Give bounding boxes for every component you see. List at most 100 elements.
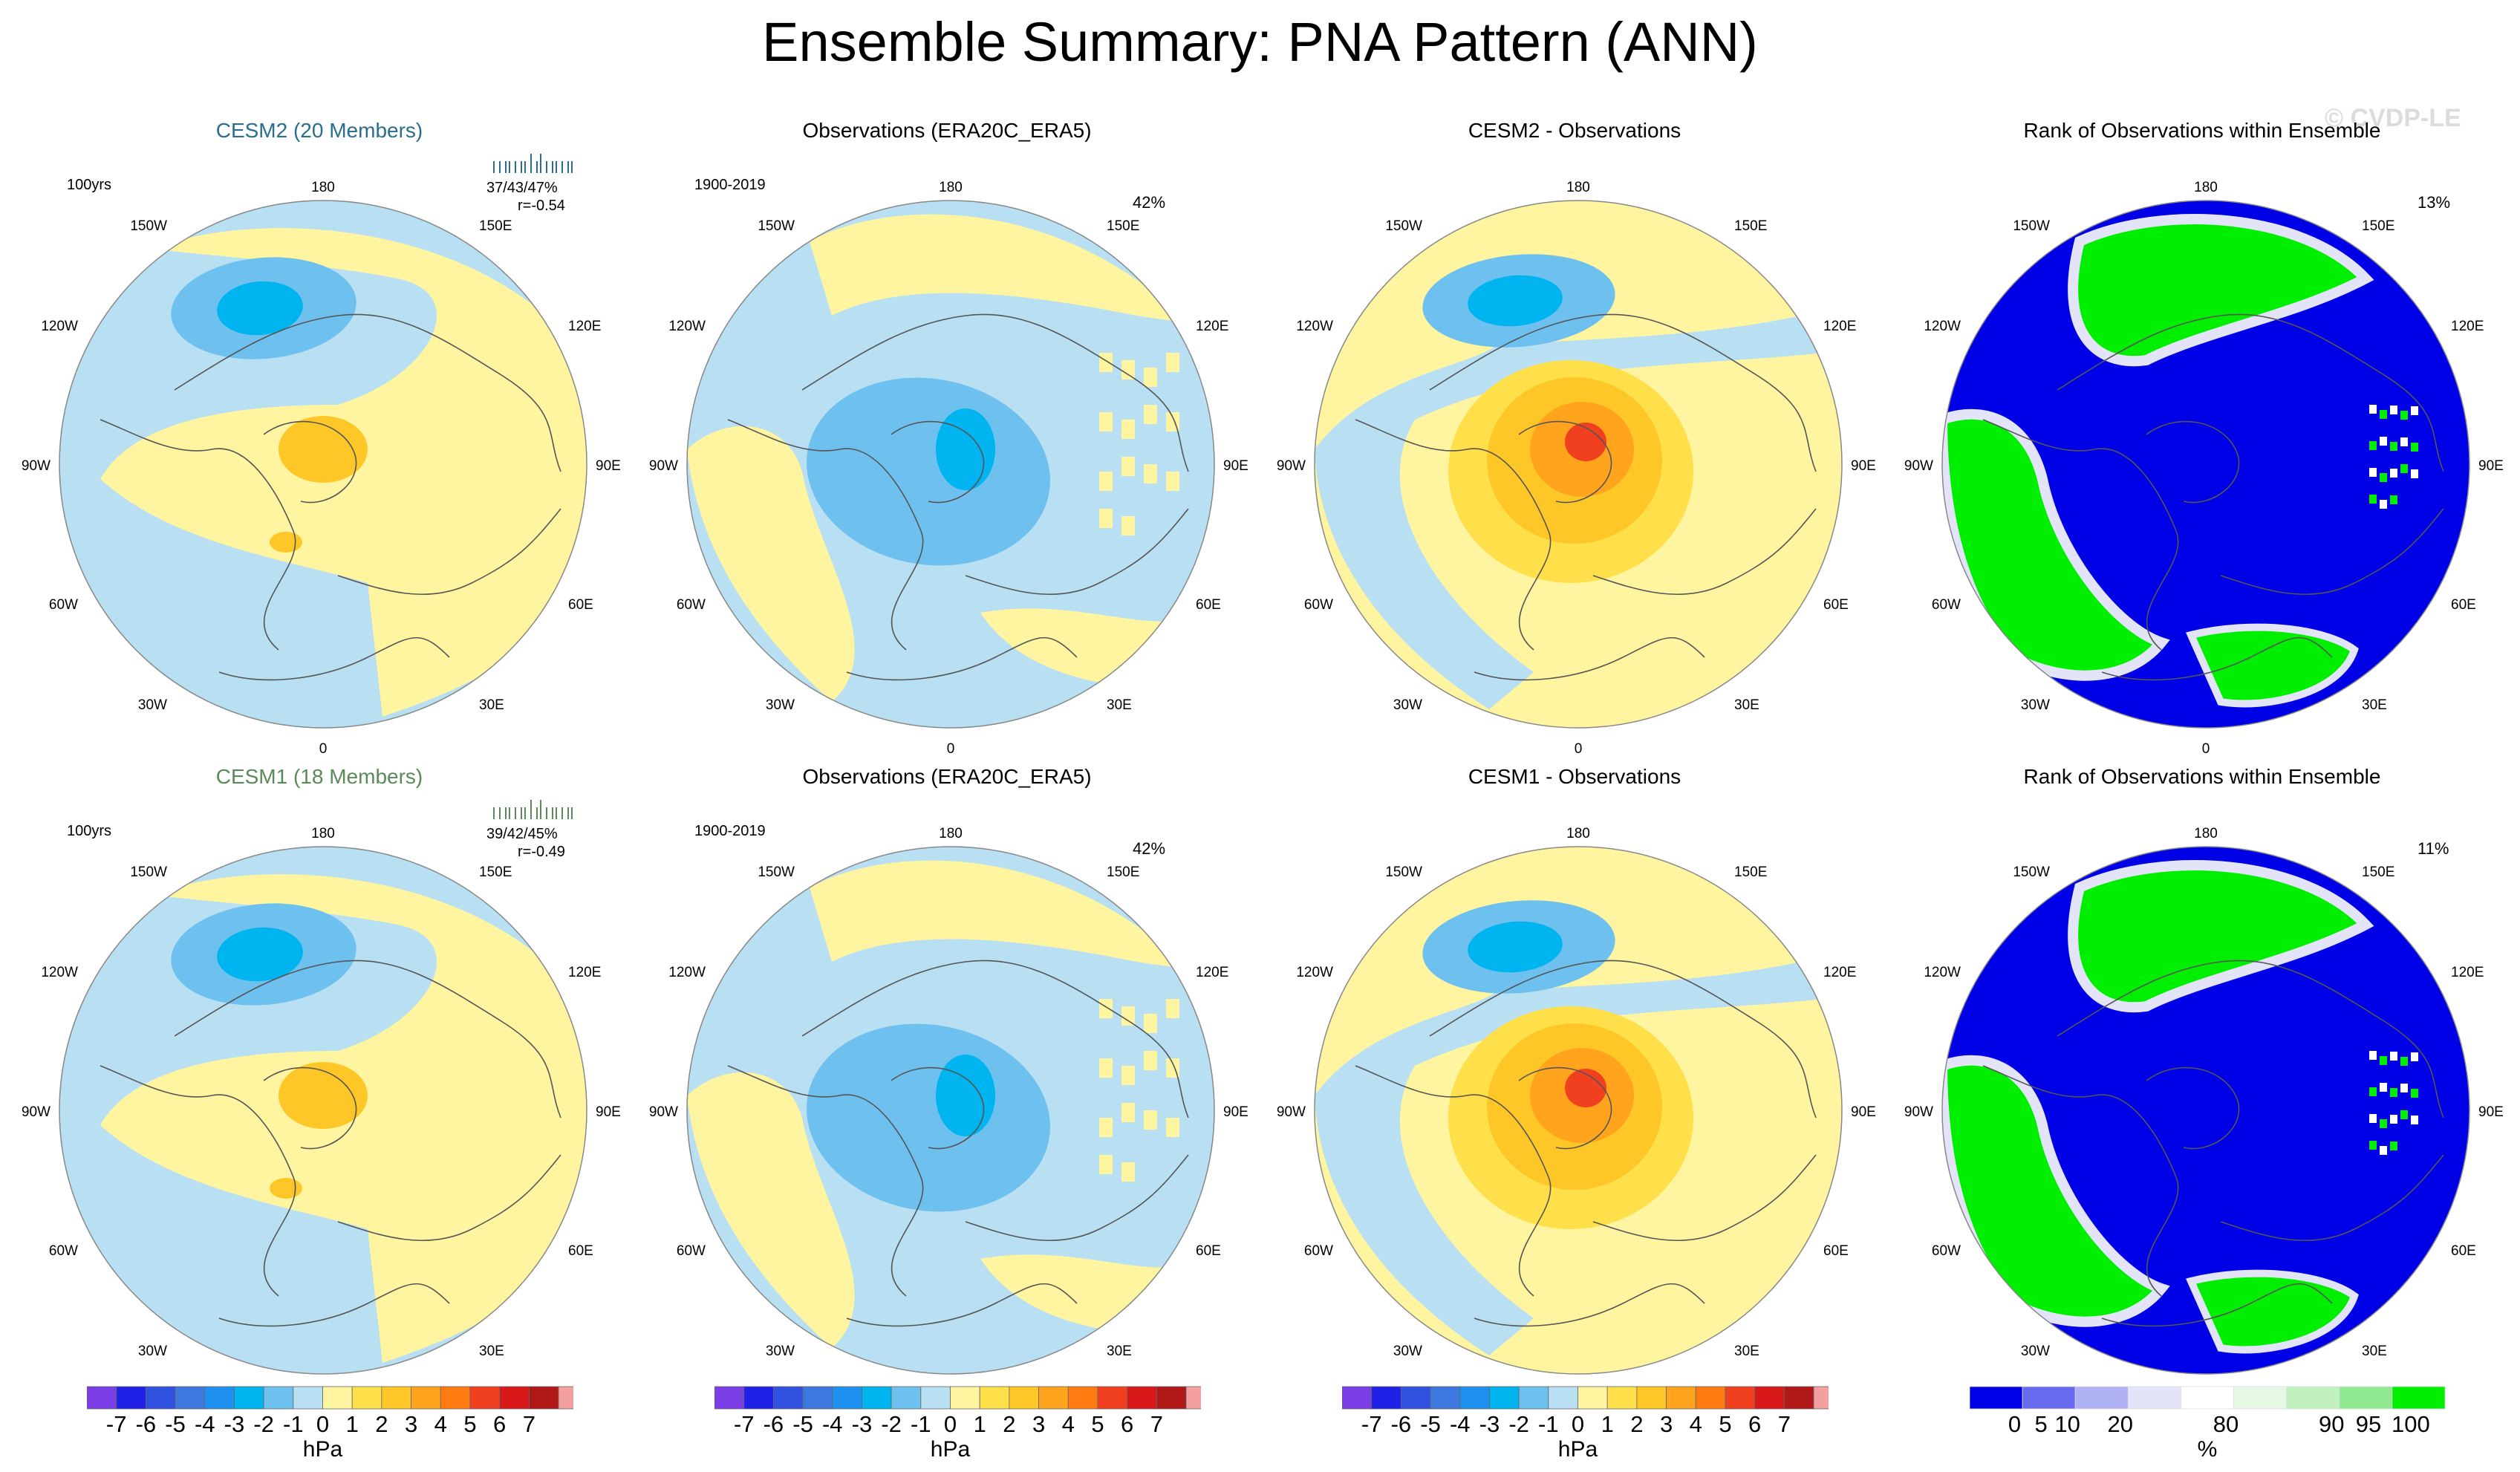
lon-label-l90: 90W <box>22 458 51 474</box>
noise-patch <box>1121 1006 1135 1026</box>
colorbar-tick-label: 6 <box>1121 1411 1134 1437</box>
lon-label-l60: 60W <box>49 1243 78 1259</box>
colorbar-tick-label: -2 <box>881 1411 902 1437</box>
colorbar-swatch <box>234 1386 264 1410</box>
lon-label-l30: 30W <box>138 1344 167 1359</box>
colorbar-tick-label: -4 <box>194 1411 215 1437</box>
lon-label-r150: 150E <box>479 218 512 234</box>
pattern-correlation: r=-0.49 <box>518 844 565 860</box>
colorbar-tick-label: 3 <box>404 1411 418 1437</box>
percent-note: 13% <box>2418 193 2451 212</box>
rank-noise <box>2390 1052 2397 1061</box>
coastline <box>2101 1283 2333 1327</box>
rank-noise <box>2411 1052 2418 1061</box>
coastline <box>2146 1066 2240 1150</box>
positive-spot <box>270 1178 302 1199</box>
lon-label-l150: 150W <box>2013 218 2050 234</box>
rank-colorbar-tick-label: 90 <box>2318 1411 2345 1437</box>
positive-center <box>279 1062 368 1129</box>
coastline <box>2220 508 2444 596</box>
map-border <box>1314 846 1843 1375</box>
colorbar-swatch <box>322 1386 353 1410</box>
hpa-colorbar <box>87 1386 573 1410</box>
lon-label-r60: 60E <box>568 1243 593 1259</box>
colorbar-tick-label: 4 <box>434 1411 447 1437</box>
coastline <box>174 960 561 1118</box>
lon-label-l90: 90W <box>1277 1104 1306 1120</box>
colorbar-swatch <box>469 1386 501 1410</box>
lon-label-r90: 90E <box>2478 458 2504 474</box>
lon-label-l150: 150W <box>758 218 795 234</box>
rank-noise <box>2380 500 2387 509</box>
lon-label-r120: 120E <box>1196 319 1228 334</box>
lon-label-l60: 60W <box>1304 1243 1333 1259</box>
colorbar-tick-label: -6 <box>1390 1411 1412 1437</box>
positive-region-atlantic <box>687 1072 855 1348</box>
colorbar-tick-label: -6 <box>763 1411 784 1437</box>
colorbar-tick-label: -3 <box>851 1411 873 1437</box>
colorbar-swatch <box>1400 1386 1431 1410</box>
record-length: 1900-2019 <box>694 177 766 193</box>
lon-label-r120: 120E <box>1196 965 1228 980</box>
colorbar-swatch <box>1067 1386 1098 1410</box>
colorbar-tick-label: -5 <box>792 1411 813 1437</box>
lon-label-r120: 120E <box>2451 965 2484 980</box>
positive-region-atlantic <box>687 426 855 702</box>
colorbar-tick-label: -4 <box>821 1411 843 1437</box>
panel-title: CESM2 (20 Members) <box>215 119 423 142</box>
lon-label-l30: 30W <box>1393 1344 1422 1359</box>
negative-center-core <box>217 281 303 336</box>
coastline <box>263 420 357 504</box>
colorbar-swatch <box>772 1386 804 1410</box>
percent-note: 11% <box>2418 839 2449 858</box>
coastline <box>337 508 561 596</box>
rank-noise <box>2369 1087 2377 1096</box>
lon-label-l60: 60W <box>1932 1243 1961 1259</box>
rank-noise <box>2390 406 2397 414</box>
map-border <box>686 200 1215 729</box>
colorbar-swatch <box>499 1386 530 1410</box>
coastline <box>801 960 1189 1118</box>
rank-noise <box>2400 437 2408 446</box>
lon-label-l90: 90W <box>1904 1104 1933 1120</box>
lon-label-r90: 90E <box>1223 1104 1248 1120</box>
noise-patch <box>1099 999 1113 1018</box>
lon-label-l60: 60W <box>677 1243 706 1259</box>
colorbar-tick-label: -4 <box>1449 1411 1471 1437</box>
lon-label-r120: 120E <box>568 319 601 334</box>
record-length: 1900-2019 <box>694 823 766 839</box>
colorbar-tick-label: 5 <box>463 1411 477 1437</box>
rank-noise <box>2369 1141 2377 1150</box>
lon-label-l90: 90W <box>1904 458 1933 474</box>
figure-title: Ensemble Summary: PNA Pattern (ANN) <box>762 11 1758 73</box>
pct-explained: 39/42/45% <box>486 826 558 842</box>
lon-label-l150: 150W <box>758 864 795 880</box>
negative-center-outer <box>807 377 1050 566</box>
colorbar-swatch <box>802 1386 833 1410</box>
colorbar-tick-label: -2 <box>253 1411 274 1437</box>
colorbar-tick-label: 2 <box>1003 1411 1016 1437</box>
colorbar-tick-label: -3 <box>1479 1411 1500 1437</box>
rank-colorbar-swatch <box>2286 1386 2340 1410</box>
colorbar-tick-label: -1 <box>1538 1411 1559 1437</box>
coastline <box>1982 1065 2179 1297</box>
colorbar-swatch <box>411 1386 441 1410</box>
noise-patch <box>1099 353 1113 372</box>
coastline <box>1592 1154 1817 1242</box>
lon-label-r150: 150E <box>1734 864 1767 880</box>
colorbar-swatch <box>145 1386 176 1410</box>
lon-label-r150: 150E <box>2362 864 2394 880</box>
negative-center-core <box>936 1055 995 1136</box>
noise-patch <box>1166 472 1179 491</box>
rank-high-pacific <box>2068 214 2374 367</box>
colorbar-tick-label: 1 <box>973 1411 986 1437</box>
lon-label-l150: 150W <box>1385 864 1422 880</box>
coastline <box>2146 420 2240 504</box>
colorbar-swatch <box>1185 1386 1201 1410</box>
noise-patch <box>1121 1066 1135 1085</box>
panel-title: CESM1 (18 Members) <box>215 765 423 788</box>
rank-noise <box>2390 1088 2397 1097</box>
colorbar-swatch <box>950 1386 980 1410</box>
noise-patch <box>1166 353 1179 372</box>
lon-label-r60: 60E <box>2451 1243 2476 1259</box>
